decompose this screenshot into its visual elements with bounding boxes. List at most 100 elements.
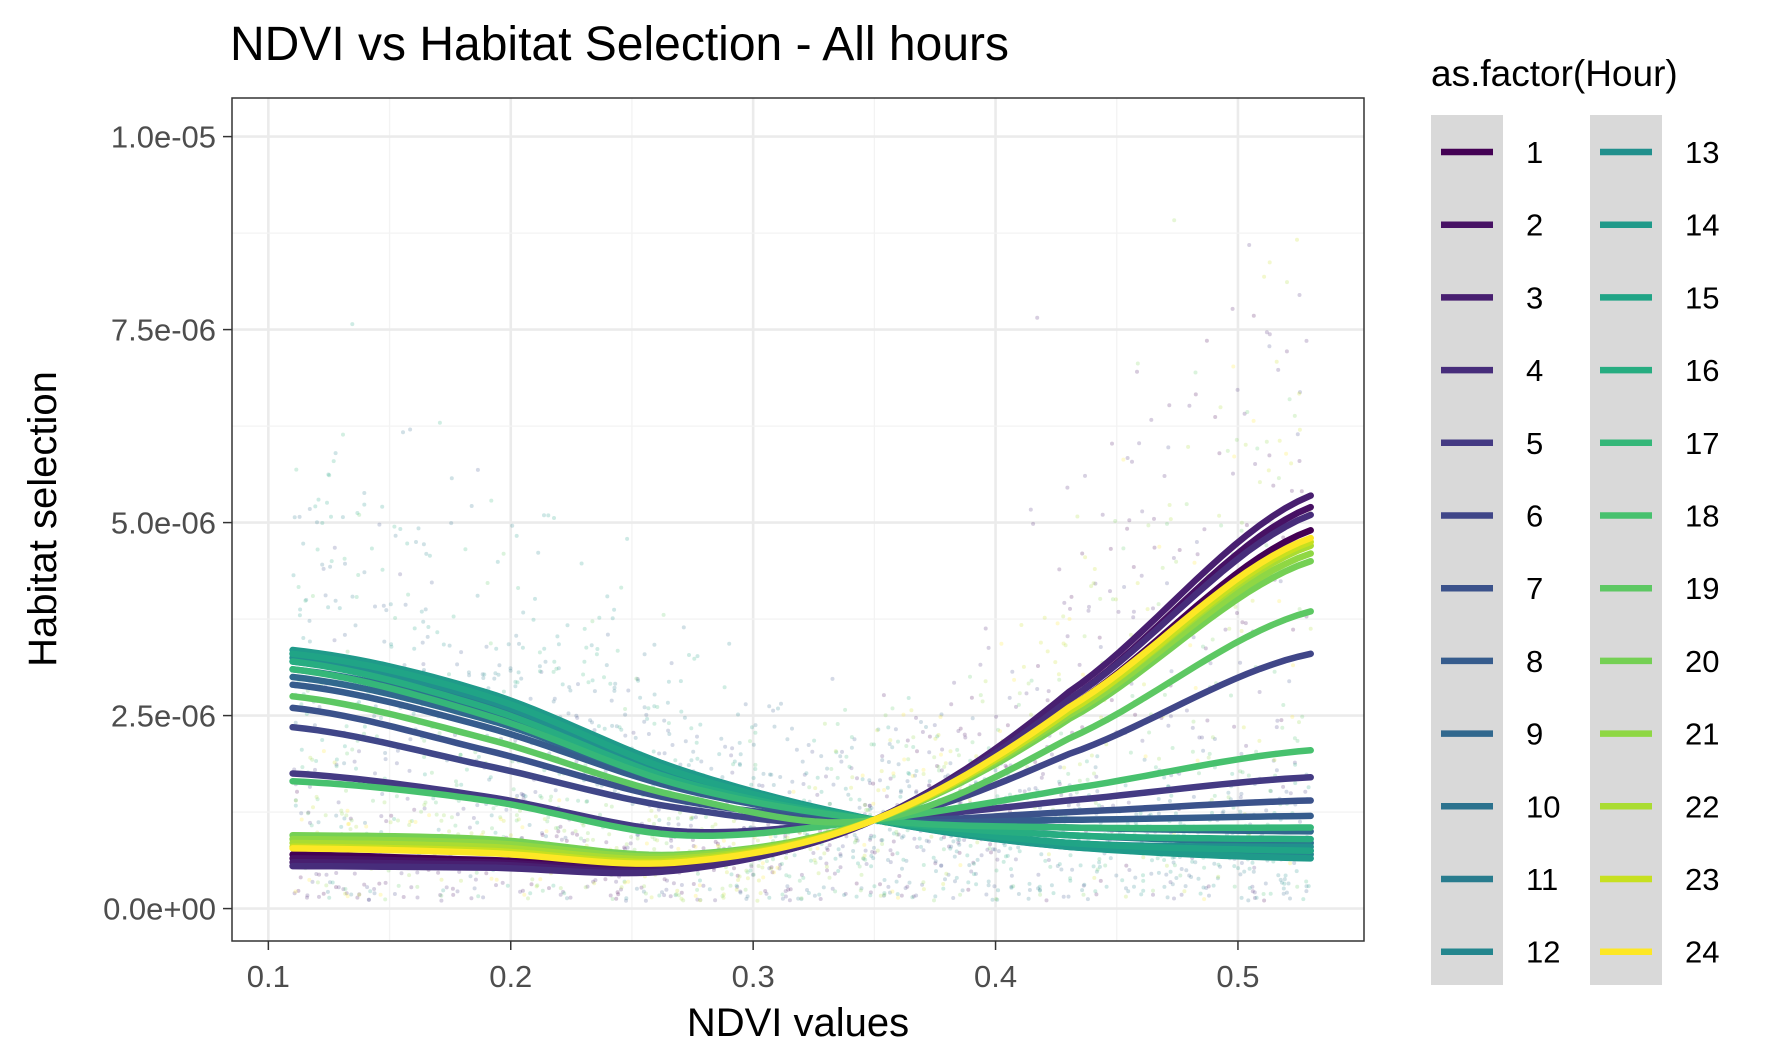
scatter-point bbox=[761, 875, 766, 880]
scatter-point bbox=[1297, 391, 1302, 396]
scatter-point bbox=[1039, 852, 1044, 857]
scatter-point bbox=[1278, 877, 1283, 882]
scatter-point bbox=[666, 821, 671, 826]
scatter-point bbox=[990, 897, 995, 902]
scatter-point bbox=[548, 798, 553, 803]
scatter-point bbox=[545, 819, 550, 824]
scatter-point bbox=[732, 866, 736, 871]
scatter-point bbox=[1016, 892, 1021, 896]
scatter-point bbox=[317, 872, 322, 877]
scatter-point bbox=[1124, 863, 1129, 868]
scatter-point bbox=[695, 887, 700, 892]
scatter-point bbox=[312, 723, 317, 728]
scatter-point bbox=[454, 783, 459, 788]
scatter-point bbox=[1049, 752, 1054, 757]
scatter-point bbox=[921, 880, 926, 885]
scatter-point bbox=[1130, 459, 1134, 464]
scatter-point bbox=[1210, 637, 1215, 642]
scatter-point bbox=[519, 791, 524, 796]
scatter-point bbox=[957, 842, 962, 847]
scatter-point bbox=[1297, 720, 1301, 725]
scatter-point bbox=[1291, 663, 1295, 668]
scatter-point bbox=[1162, 474, 1167, 478]
scatter-point bbox=[695, 734, 699, 739]
scatter-point bbox=[886, 760, 891, 764]
scatter-point bbox=[1014, 704, 1018, 709]
scatter-point bbox=[745, 870, 750, 875]
scatter-point bbox=[947, 844, 951, 849]
scatter-point bbox=[612, 688, 617, 693]
scatter-point bbox=[767, 895, 772, 900]
legend-key-background-col1 bbox=[1431, 115, 1503, 985]
scatter-point bbox=[691, 749, 696, 754]
scatter-point bbox=[732, 759, 737, 764]
scatter-point bbox=[1267, 453, 1272, 458]
scatter-point bbox=[1281, 784, 1286, 789]
scatter-point bbox=[662, 893, 667, 898]
scatter-point bbox=[899, 835, 904, 840]
scatter-point bbox=[854, 894, 859, 899]
scatter-point bbox=[441, 642, 446, 647]
scatter-point bbox=[878, 882, 882, 887]
scatter-point bbox=[1290, 714, 1295, 719]
scatter-point bbox=[592, 881, 597, 886]
scatter-point bbox=[1280, 880, 1284, 885]
scatter-point bbox=[1010, 669, 1015, 674]
scatter-point bbox=[424, 551, 429, 556]
scatter-point bbox=[493, 671, 498, 676]
scatter-point bbox=[344, 891, 349, 896]
scatter-point bbox=[344, 813, 349, 818]
scatter-point bbox=[297, 514, 302, 519]
scatter-point bbox=[772, 724, 777, 729]
scatter-point bbox=[810, 749, 815, 754]
scatter-point bbox=[987, 846, 992, 851]
scatter-point bbox=[321, 891, 326, 896]
scatter-point bbox=[334, 757, 339, 762]
x-tick-label: 0.4 bbox=[974, 959, 1017, 994]
scatter-point bbox=[520, 645, 525, 650]
scatter-point bbox=[469, 504, 474, 508]
scatter-point bbox=[932, 898, 936, 903]
scatter-point bbox=[958, 726, 963, 731]
scatter-point bbox=[333, 451, 338, 456]
scatter-point bbox=[323, 593, 328, 598]
scatter-point bbox=[292, 515, 297, 520]
scatter-point bbox=[939, 836, 944, 841]
scatter-point bbox=[486, 686, 491, 691]
scatter-point bbox=[519, 676, 524, 681]
scatter-point bbox=[986, 883, 991, 888]
scatter-point bbox=[1168, 799, 1172, 803]
scatter-point bbox=[293, 889, 298, 894]
scatter-point bbox=[592, 689, 597, 694]
scatter-point bbox=[1164, 872, 1169, 877]
scatter-point bbox=[624, 898, 628, 903]
scatter-point bbox=[939, 712, 944, 717]
scatter-point bbox=[1095, 867, 1100, 872]
scatter-point bbox=[995, 794, 1000, 799]
scatter-point bbox=[756, 864, 761, 868]
scatter-point bbox=[753, 730, 758, 735]
scatter-point bbox=[436, 827, 441, 832]
scatter-point bbox=[412, 646, 417, 651]
scatter-point bbox=[610, 723, 615, 728]
scatter-point bbox=[719, 736, 724, 741]
scatter-point bbox=[1219, 523, 1224, 528]
scatter-point bbox=[800, 759, 805, 764]
scatter-point bbox=[799, 897, 804, 902]
scatter-point bbox=[329, 559, 334, 564]
scatter-point bbox=[796, 896, 801, 901]
scatter-point bbox=[657, 818, 662, 823]
scatter-point bbox=[521, 796, 526, 801]
scatter-point bbox=[607, 832, 612, 837]
scatter-point bbox=[676, 846, 681, 851]
scatter-point bbox=[864, 862, 869, 866]
scatter-point bbox=[1093, 765, 1098, 770]
scatter-point bbox=[698, 898, 703, 902]
scatter-point bbox=[1246, 773, 1251, 778]
scatter-point bbox=[429, 580, 434, 585]
scatter-point bbox=[896, 739, 900, 744]
scatter-point bbox=[476, 754, 481, 759]
scatter-point bbox=[1192, 560, 1197, 565]
scatter-point bbox=[1024, 691, 1029, 696]
scatter-point bbox=[520, 793, 525, 798]
